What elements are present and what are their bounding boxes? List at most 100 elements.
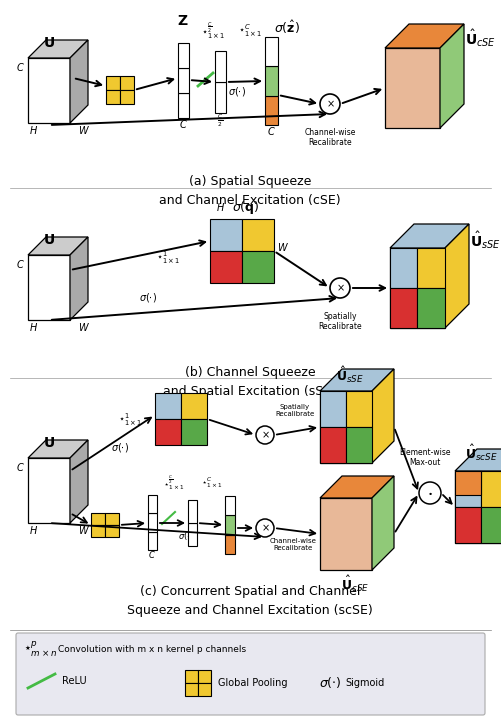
Text: $\sigma(\cdot)$: $\sigma(\cdot)$ <box>139 292 157 304</box>
Bar <box>346 427 372 463</box>
Text: W: W <box>78 323 88 333</box>
Bar <box>178 68 189 93</box>
Polygon shape <box>390 248 445 328</box>
Text: W: W <box>78 126 88 136</box>
Bar <box>242 219 274 251</box>
Text: Spatially
Recalibrate: Spatially Recalibrate <box>318 312 362 332</box>
Bar <box>346 391 372 427</box>
Polygon shape <box>28 255 70 320</box>
Bar <box>210 219 242 251</box>
Text: $\sigma(\cdot)$: $\sigma(\cdot)$ <box>178 530 194 542</box>
Text: Channel-wise
Recalibrate: Channel-wise Recalibrate <box>270 538 317 551</box>
Polygon shape <box>28 40 88 58</box>
Text: $\times$: $\times$ <box>261 430 270 440</box>
Text: $\sigma(\cdot)$: $\sigma(\cdot)$ <box>228 85 246 98</box>
Polygon shape <box>320 369 394 391</box>
Text: (b) Channel Squeeze
and Spatial Excitation (sSE): (b) Channel Squeeze and Spatial Excitati… <box>163 366 337 398</box>
Text: $\star^{p}_{m\times n}$: $\star^{p}_{m\times n}$ <box>23 641 57 659</box>
Bar <box>155 419 181 445</box>
Polygon shape <box>455 471 501 543</box>
Polygon shape <box>70 440 88 523</box>
Bar <box>215 51 226 82</box>
Bar <box>455 507 481 543</box>
Text: $\star^{\frac{C}{2}}_{1\times1}$: $\star^{\frac{C}{2}}_{1\times1}$ <box>163 474 185 493</box>
Bar <box>215 82 226 113</box>
Polygon shape <box>70 40 88 123</box>
Text: H: H <box>30 526 37 536</box>
Text: $\star^{1}_{1\times1}$: $\star^{1}_{1\times1}$ <box>156 250 180 266</box>
Polygon shape <box>28 440 88 458</box>
Text: C: C <box>149 551 155 560</box>
Bar <box>185 670 198 683</box>
Text: $\star^{\frac{C}{2}}_{1\times1}$: $\star^{\frac{C}{2}}_{1\times1}$ <box>201 21 225 42</box>
Bar <box>106 76 120 90</box>
Polygon shape <box>320 391 372 463</box>
Text: $\mathbf{Z}$: $\mathbf{Z}$ <box>177 14 189 28</box>
Bar <box>178 43 189 68</box>
Circle shape <box>330 278 350 298</box>
Circle shape <box>256 426 274 444</box>
Bar <box>265 95 278 125</box>
Text: $\times$: $\times$ <box>336 283 344 293</box>
Bar <box>390 288 417 328</box>
Text: $\mathbf{U}$: $\mathbf{U}$ <box>43 36 55 50</box>
Text: Spatially
Recalibrate: Spatially Recalibrate <box>276 404 315 417</box>
Text: (a) Spatial Squeeze
and Channel Excitation (cSE): (a) Spatial Squeeze and Channel Excitati… <box>159 175 341 207</box>
Circle shape <box>320 94 340 114</box>
Polygon shape <box>70 237 88 320</box>
Bar <box>178 93 189 118</box>
Text: $\sigma(\cdot)$: $\sigma(\cdot)$ <box>111 442 129 454</box>
Text: Element-wise
Max-out: Element-wise Max-out <box>399 447 451 467</box>
Bar <box>198 683 211 696</box>
Polygon shape <box>445 224 469 328</box>
Bar <box>91 513 105 525</box>
Text: $\bullet$: $\bullet$ <box>427 488 433 497</box>
FancyBboxPatch shape <box>16 633 485 715</box>
Bar <box>242 251 274 283</box>
Text: C: C <box>268 127 275 137</box>
Text: Convolution with m x n kernel p channels: Convolution with m x n kernel p channels <box>58 645 246 655</box>
Bar <box>185 683 198 696</box>
Text: $\hat{\mathbf{U}}_{sSE}$: $\hat{\mathbf{U}}_{sSE}$ <box>336 365 364 385</box>
Text: W: W <box>78 526 88 536</box>
Text: $\sigma(\hat{\mathbf{z}})$: $\sigma(\hat{\mathbf{z}})$ <box>274 19 300 35</box>
Polygon shape <box>320 476 394 498</box>
Bar <box>188 523 197 546</box>
Text: $\sigma(\mathbf{q})$: $\sigma(\mathbf{q})$ <box>232 200 260 217</box>
Bar <box>390 248 417 288</box>
Text: (c) Concurrent Spatial and Channel
Squeeze and Channel Excitation (scSE): (c) Concurrent Spatial and Channel Squee… <box>127 585 373 617</box>
Bar <box>455 471 481 495</box>
Text: $\hat{\mathbf{U}}_{scSE}$: $\hat{\mathbf{U}}_{scSE}$ <box>464 443 497 463</box>
Text: $\sigma(\cdot)$: $\sigma(\cdot)$ <box>319 676 341 691</box>
Polygon shape <box>455 449 501 471</box>
Polygon shape <box>440 24 464 128</box>
Text: $\star^{C}_{1\times1}$: $\star^{C}_{1\times1}$ <box>238 22 262 39</box>
Bar <box>148 495 157 513</box>
Text: H: H <box>30 126 37 136</box>
Text: $\hat{\mathbf{U}}_{sSE}$: $\hat{\mathbf{U}}_{sSE}$ <box>470 229 501 251</box>
Polygon shape <box>28 237 88 255</box>
Circle shape <box>256 519 274 537</box>
Text: W: W <box>277 243 287 253</box>
Text: $\mathbf{U}$: $\mathbf{U}$ <box>43 436 55 450</box>
Bar <box>417 248 445 288</box>
Bar <box>105 513 119 525</box>
Polygon shape <box>385 24 464 48</box>
Bar <box>225 535 235 554</box>
Bar <box>148 531 157 550</box>
Bar <box>481 507 501 543</box>
Polygon shape <box>390 224 469 248</box>
Bar <box>198 670 211 683</box>
Bar <box>106 90 120 104</box>
Bar <box>105 525 119 537</box>
Bar <box>120 76 134 90</box>
Bar <box>417 288 445 328</box>
Text: ReLU: ReLU <box>62 676 87 686</box>
Polygon shape <box>28 58 70 123</box>
Text: Sigmoid: Sigmoid <box>345 678 384 688</box>
Text: $\star^{C}_{1\times1}$: $\star^{C}_{1\times1}$ <box>201 475 222 490</box>
Bar <box>188 500 197 523</box>
Bar <box>265 37 278 66</box>
Text: $\hat{\mathbf{U}}_{cSE}$: $\hat{\mathbf{U}}_{cSE}$ <box>465 27 496 49</box>
Bar <box>265 66 278 95</box>
